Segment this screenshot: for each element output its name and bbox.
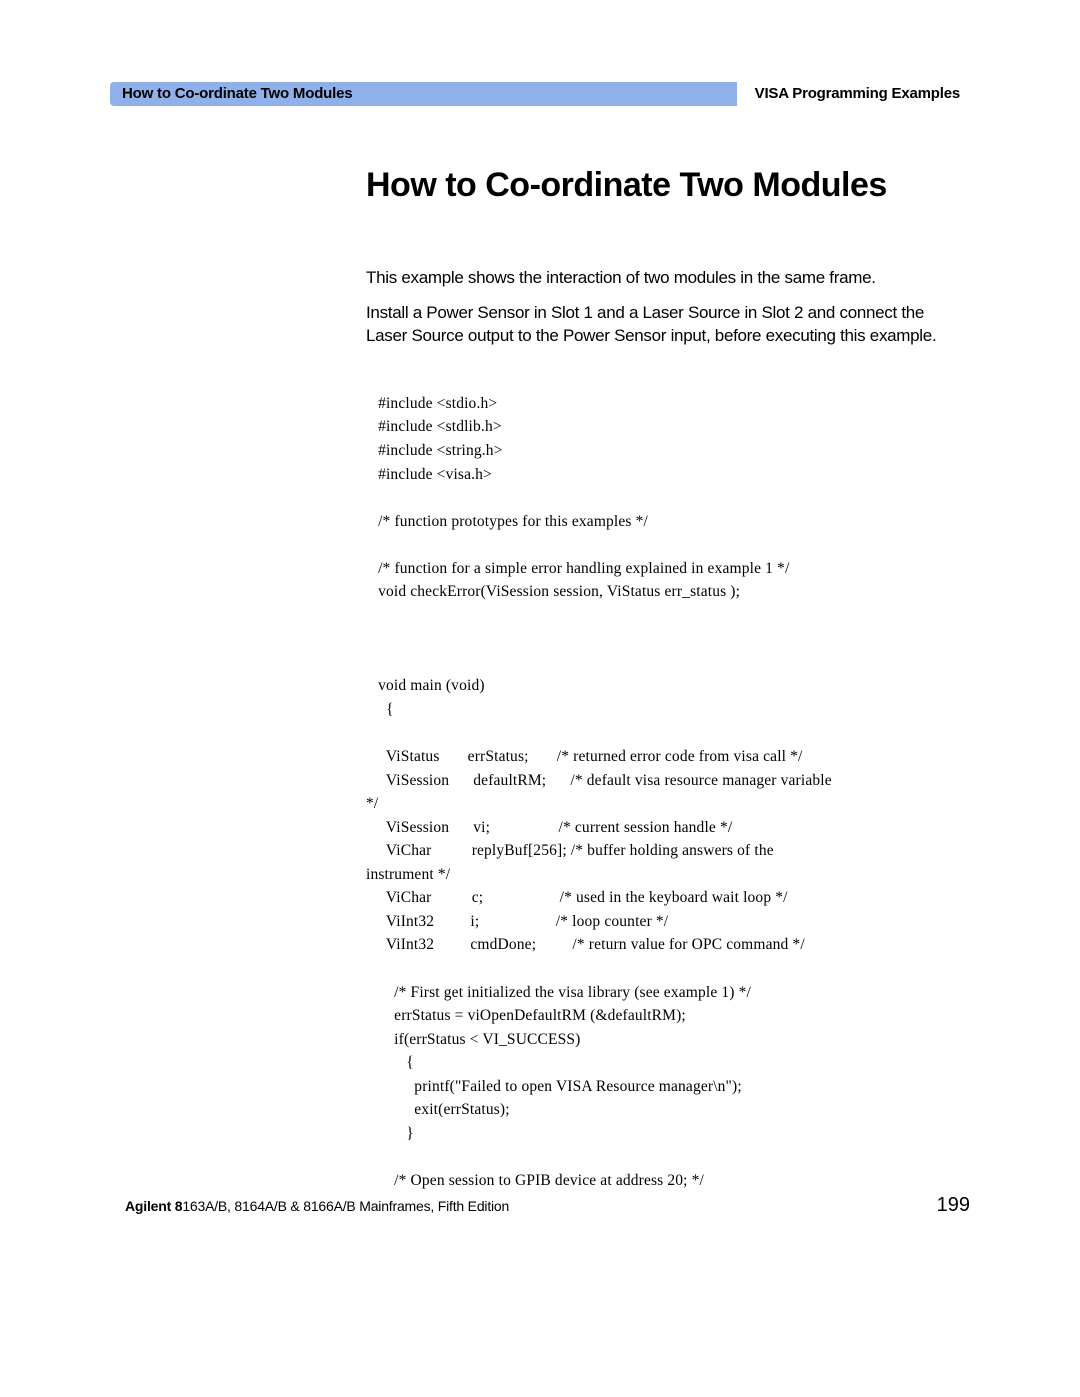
intro-paragraph-2: Install a Power Sensor in Slot 1 and a L… bbox=[366, 302, 960, 348]
page-title: How to Co-ordinate Two Modules bbox=[366, 166, 960, 205]
footer-product-rest: 163A/B, 8164A/B & 8166A/B Mainframes, Fi… bbox=[182, 1198, 509, 1214]
content-area: How to Co-ordinate Two Modules This exam… bbox=[110, 166, 970, 1193]
footer-product-bold: Agilent 8 bbox=[125, 1198, 182, 1214]
header-section-title: How to Co-ordinate Two Modules bbox=[110, 82, 737, 106]
footer-product-line: Agilent 8163A/B, 8164A/B & 8166A/B Mainf… bbox=[125, 1198, 509, 1214]
page-footer: Agilent 8163A/B, 8164A/B & 8166A/B Mainf… bbox=[125, 1194, 970, 1217]
header-bar: How to Co-ordinate Two Modules VISA Prog… bbox=[110, 82, 970, 106]
code-listing: #include <stdio.h> #include <stdlib.h> #… bbox=[366, 392, 960, 1193]
footer-page-number: 199 bbox=[937, 1194, 970, 1217]
header-chapter-title: VISA Programming Examples bbox=[737, 82, 970, 106]
intro-paragraph-1: This example shows the interaction of tw… bbox=[366, 267, 960, 290]
page: How to Co-ordinate Two Modules VISA Prog… bbox=[0, 0, 1080, 1397]
